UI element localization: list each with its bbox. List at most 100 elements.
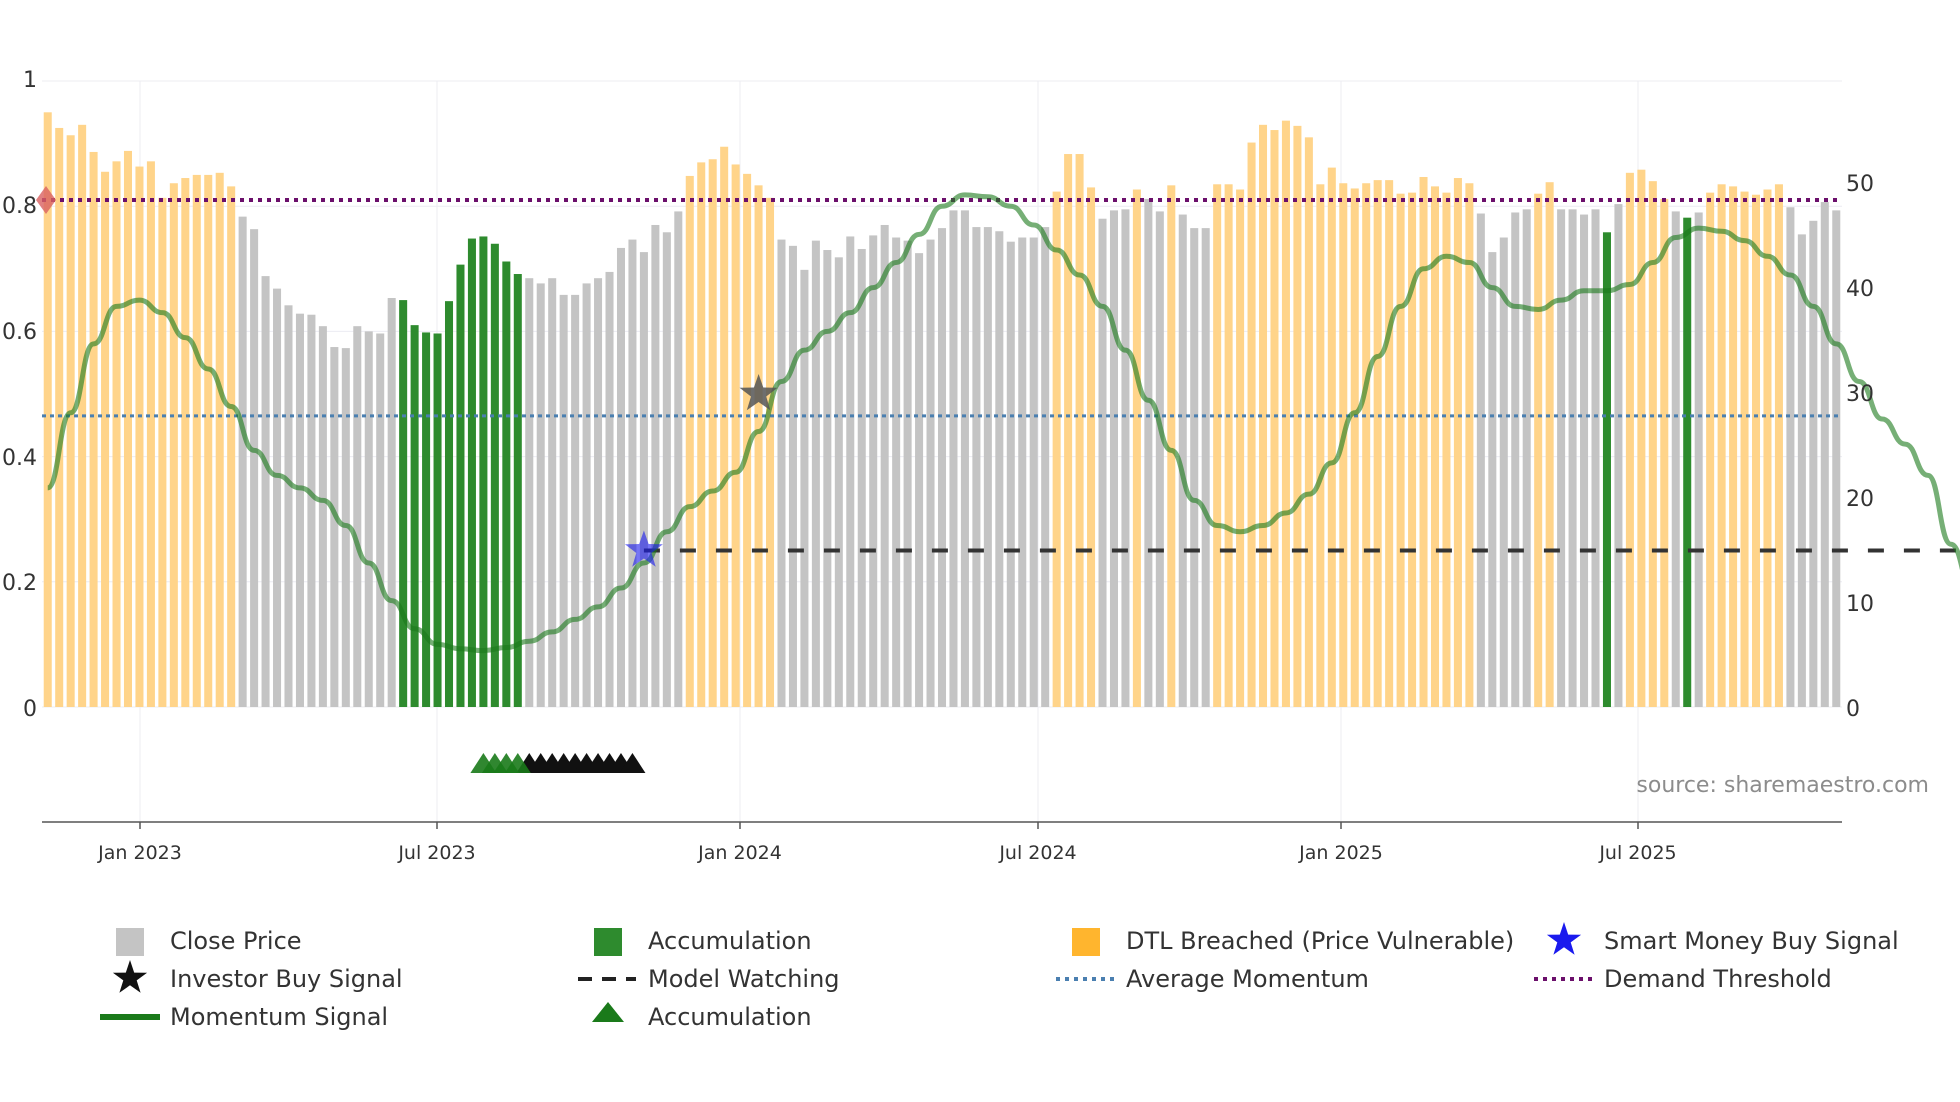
bar-dtl-120 [1419,176,1428,707]
bar-close-66 [800,269,809,707]
bar-dtl-102 [1213,184,1222,708]
bar-close-23 [307,314,316,707]
bar-close-153 [1797,234,1806,707]
bar-acc-40 [502,261,511,707]
bar-acc-38 [479,236,488,707]
bar-close-73 [880,224,889,708]
bar-close-20 [273,288,282,707]
bar-close-67 [811,240,820,707]
x-tick-label-jan-2025: Jan 2025 [1298,842,1383,864]
bar-close-43 [536,283,545,707]
legend-demand-threshold-label: Demand Threshold [1604,965,1832,993]
bar-acc-31 [399,300,408,707]
x-tick-label-jan-2023: Jan 2023 [97,842,182,864]
bar-close-25 [330,347,339,707]
bar-dtl-116 [1373,180,1382,707]
left-tick-5: 1 [23,68,37,93]
bar-close-96 [1144,198,1153,707]
bar-close-87 [1041,227,1050,708]
left-tick-0: 0 [23,697,37,722]
bar-dtl-10 [158,197,167,707]
bar-close-132 [1557,209,1566,707]
bar-close-71 [857,248,866,707]
bar-close-77 [926,239,935,707]
bar-dtl-59 [720,146,729,708]
bar-dtl-16 [227,186,236,708]
bar-dtl-12 [181,178,190,707]
bar-close-101 [1201,228,1210,708]
bar-dtl-89 [1064,154,1073,708]
bar-close-55 [674,211,683,707]
bar-close-54 [662,232,671,708]
bar-acc-36 [456,264,465,707]
bar-acc-33 [422,332,431,707]
legend-accumulation-marker-label: Accumulation [648,1003,812,1031]
x-tick-label-jul-2023: Jul 2023 [397,842,475,864]
bar-dtl-9 [146,161,155,707]
bar-close-21 [284,305,293,707]
bar-close-74 [892,237,901,707]
watermark: source: sharemaestro.com [1636,773,1929,798]
bar-dtl-112 [1327,167,1336,707]
bar-close-125 [1476,213,1485,707]
bar-close-137 [1614,204,1623,707]
bar-close-80 [960,210,969,707]
bar-dtl-121 [1430,186,1440,708]
bar-dtl-88 [1052,191,1061,708]
bar-dtl-5 [101,171,110,707]
bar-close-126 [1488,252,1497,707]
bar-dtl-1 [55,127,64,707]
bar-acc-34 [433,333,442,707]
smart-money-star-0 [624,530,663,567]
signal-markers [470,374,778,773]
bar-close-93 [1109,210,1118,707]
bar-close-69 [834,257,843,707]
bar-close-85 [1018,237,1027,707]
bar-close-133 [1568,209,1577,707]
bar-dtl-57 [697,162,706,707]
bar-dtl-107 [1270,130,1279,707]
bar-dtl-131 [1545,182,1554,707]
right-tick-4: 40 [1846,277,1874,302]
bar-close-48 [594,278,603,707]
bar-close-52 [639,252,648,707]
bar-dtl-146 [1717,184,1726,708]
bar-close-135 [1591,209,1600,707]
bar-close-155 [1820,202,1829,707]
right-tick-1: 10 [1846,592,1874,617]
bar-close-127 [1499,237,1508,707]
axes [42,821,1842,829]
bar-dtl-147 [1729,186,1738,708]
bar-dtl-123 [1453,178,1462,707]
bar-close-97 [1155,211,1164,707]
bar-close-134 [1580,214,1589,707]
bar-dtl-110 [1304,137,1313,708]
bar-dtl-115 [1362,183,1371,707]
bar-dtl-149 [1752,194,1761,707]
investor-triangle-9 [619,753,646,773]
bar-close-128 [1511,212,1520,707]
bar-dtl-117 [1385,180,1394,707]
bar-close-129 [1522,209,1531,707]
bar-dtl-141 [1660,198,1669,707]
bar-dtl-4 [89,151,98,708]
bar-dtl-151 [1774,184,1783,708]
threshold-diamond-marker [36,185,56,214]
legend-average-momentum-label: Average Momentum [1126,965,1369,993]
bar-dtl-124 [1465,183,1474,707]
bar-close-142 [1671,211,1680,707]
bar-close-49 [605,271,614,707]
bar-dtl-114 [1350,188,1359,708]
bar-close-100 [1190,228,1199,708]
bar-close-78 [937,228,947,708]
bar-dtl-103 [1224,184,1233,708]
bar-dtl-2 [66,135,75,708]
bar-dtl-0 [43,112,52,708]
bar-close-83 [995,231,1004,708]
bar-close-75 [903,240,912,707]
bar-close-42 [525,278,534,707]
bar-dtl-61 [743,173,752,707]
bar-acc-136 [1602,232,1611,708]
legend-close-price-label: Close Price [170,927,302,955]
